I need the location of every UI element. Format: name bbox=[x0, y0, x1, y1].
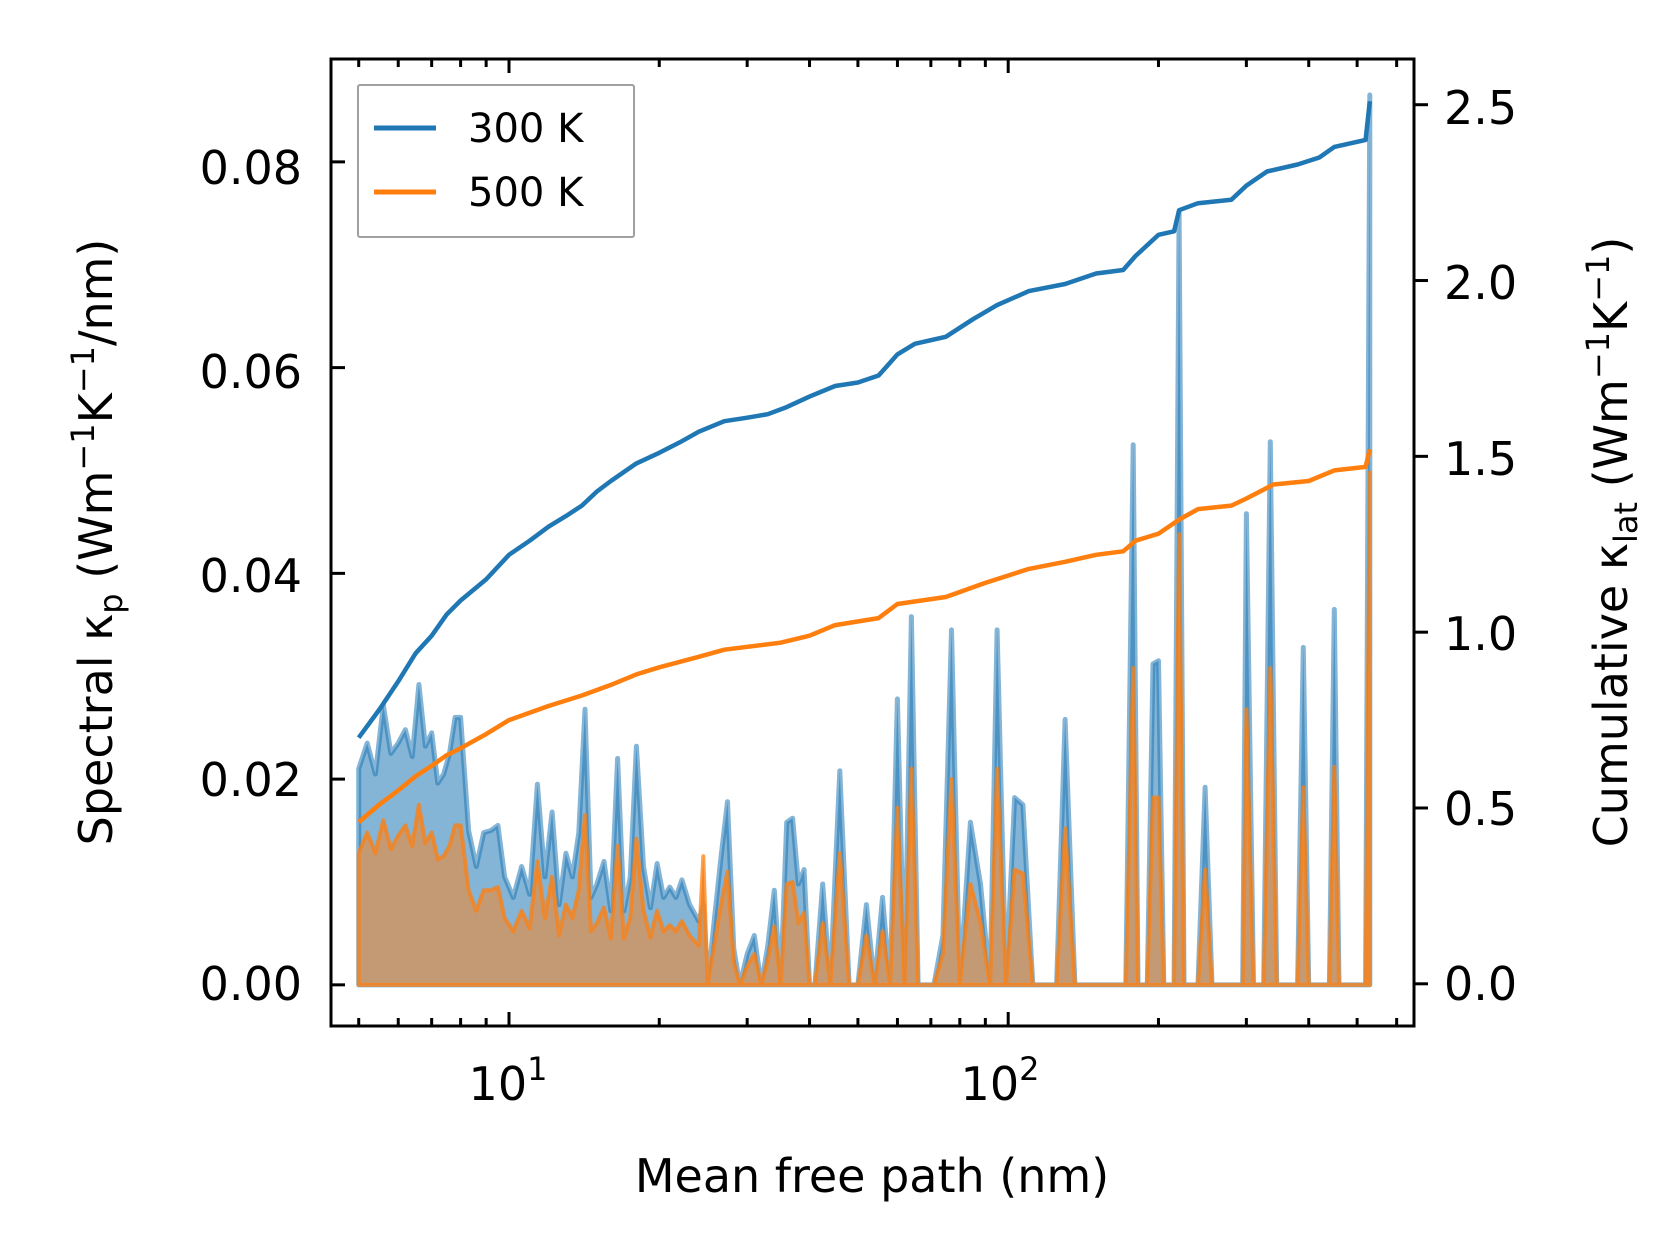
cumulative-300k-line bbox=[356, 100, 1373, 740]
y-right-tick-label: 2.0 bbox=[1444, 256, 1517, 310]
spectral-300k-line bbox=[356, 92, 1373, 988]
legend-box bbox=[357, 84, 635, 238]
spectral-500k-area bbox=[356, 470, 1372, 987]
cumulative-500k-line bbox=[357, 448, 1372, 824]
y-left-tick-label: 0.06 bbox=[200, 345, 302, 399]
axis-ticks bbox=[331, 59, 1428, 1026]
spectral-500k-line bbox=[356, 470, 1372, 987]
y-right-tick-labels: 0.0 0.5 1.0 1.5 2.0 2.5 bbox=[1444, 81, 1517, 1011]
y-left-axis-title: Spectral κp (Wm−1K−1/nm) bbox=[64, 239, 130, 846]
y-left-tick-label: 0.00 bbox=[200, 957, 302, 1011]
y-right-tick-label: 1.5 bbox=[1444, 432, 1517, 486]
legend: 300 K 500 K bbox=[357, 84, 635, 238]
y-left-tick-label: 0.02 bbox=[200, 753, 302, 807]
plot-frame bbox=[329, 57, 1416, 1028]
y-right-tick-label: 2.5 bbox=[1444, 81, 1517, 135]
y-left-tick-label: 0.04 bbox=[200, 549, 302, 603]
legend-label-300k: 300 K bbox=[468, 106, 585, 152]
legend-label-500k: 500 K bbox=[468, 170, 585, 216]
y-right-tick-label: 0.0 bbox=[1444, 957, 1517, 1011]
spectral-500k-fill bbox=[358, 472, 1370, 985]
x-tick-labels: 101 102 bbox=[469, 1050, 1040, 1111]
y-right-axis-title: Cumulative κlat (Wm−1K−1) bbox=[1579, 237, 1645, 848]
y-left-tick-label: 0.08 bbox=[200, 141, 302, 195]
x-tick-label-10: 101 bbox=[469, 1050, 548, 1111]
x-tick-label-100: 102 bbox=[961, 1050, 1040, 1111]
y-right-tick-label: 0.5 bbox=[1444, 782, 1517, 836]
y-left-tick-labels: 0.00 0.02 0.04 0.06 0.08 bbox=[200, 141, 302, 1011]
x-axis-title: Mean free path (nm) bbox=[635, 1149, 1109, 1203]
y-right-tick-label: 1.0 bbox=[1444, 607, 1517, 661]
